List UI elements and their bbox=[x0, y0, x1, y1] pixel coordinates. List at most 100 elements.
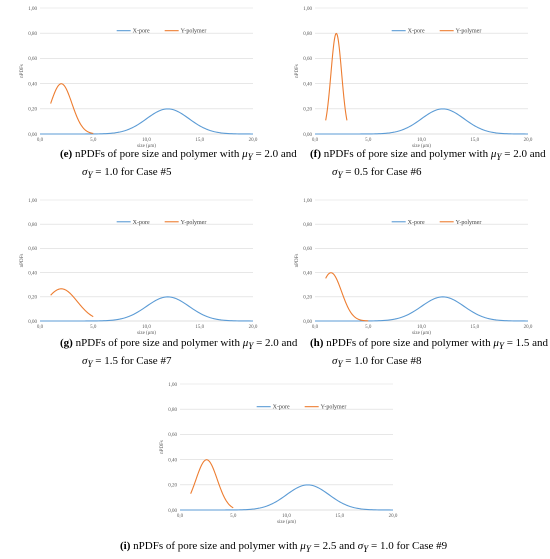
y-tick-label: 1,00 bbox=[28, 7, 37, 12]
series-line-x-pore bbox=[40, 296, 253, 322]
x-tick-label: 0,0 bbox=[312, 138, 319, 143]
sigma-value: = 1.0 for Case #8 bbox=[342, 355, 422, 368]
x-tick-label: 15,0 bbox=[470, 325, 479, 330]
caption-i: (i) nPDFs of pore size and polymer with … bbox=[120, 539, 447, 557]
legend-label: X-pore bbox=[273, 405, 290, 411]
y-tick-label: 0,20 bbox=[303, 108, 312, 113]
y-tick-label: 0,60 bbox=[303, 247, 312, 252]
legend-label: Y-polymer bbox=[321, 405, 347, 411]
caption-h: (h) nPDFs of pore size and polymer with … bbox=[310, 336, 548, 372]
legend-label: X-pore bbox=[408, 220, 425, 226]
series-line-x-pore bbox=[40, 108, 253, 135]
sigma-value: = 1.5 for Case #7 bbox=[92, 355, 172, 368]
caption-label: (g) bbox=[60, 337, 73, 349]
y-axis-label: nPDFs bbox=[295, 64, 300, 78]
mu-symbol: μ bbox=[490, 148, 497, 160]
x-axis-label: size (μm) bbox=[137, 331, 156, 336]
mu-value: = 2.0 and bbox=[252, 148, 297, 160]
sigma-value: = 1.0 for Case #5 bbox=[92, 166, 172, 179]
x-axis-label: size (μm) bbox=[277, 520, 296, 525]
mu-subscript: Y bbox=[496, 152, 502, 163]
series-line-y-polymer bbox=[190, 459, 234, 509]
sigma-symbol: σ bbox=[332, 355, 338, 368]
x-tick-label: 10,0 bbox=[142, 138, 151, 143]
series-line-y-polymer bbox=[325, 272, 369, 322]
chart-i: 0,00 0,20 0,40 0,60 0,80 1,00 0,0 5,0 10,0 15,0 20… bbox=[160, 383, 398, 525]
y-tick-label: 0,80 bbox=[28, 32, 37, 37]
y-tick-label: 0,20 bbox=[28, 108, 37, 113]
sigma-value: = 0.5 for Case #6 bbox=[342, 166, 422, 179]
y-tick-label: 0,20 bbox=[28, 296, 37, 301]
caption-f: (f) nPDFs of pore size and polymer with … bbox=[310, 147, 546, 183]
x-tick-label: 20,0 bbox=[249, 325, 258, 330]
caption-text: nPDFs of pore size and polymer with bbox=[321, 148, 491, 160]
mu-subscript: Y bbox=[498, 341, 504, 352]
mu-value: = 2.0 and bbox=[501, 148, 546, 160]
x-tick-label: 5,0 bbox=[90, 325, 97, 330]
legend-label: Y-polymer bbox=[456, 220, 482, 226]
mu-symbol: μ bbox=[300, 540, 306, 552]
series-line-y-polymer bbox=[50, 288, 94, 318]
y-axis-label: nPDFs bbox=[295, 254, 300, 268]
chart-panel-i: 0,00 0,20 0,40 0,60 0,80 1,00 0,0 5,0 10,0 15,0 20… bbox=[120, 376, 447, 559]
sigma-symbol: σ bbox=[82, 355, 88, 368]
mu-symbol: μ bbox=[493, 337, 499, 349]
x-tick-label: 5,0 bbox=[365, 138, 372, 143]
y-tick-label: 0,40 bbox=[303, 82, 312, 87]
sigma-subscript: Y bbox=[87, 359, 93, 370]
mu-symbol: μ bbox=[242, 148, 248, 160]
x-tick-label: 0,0 bbox=[37, 138, 44, 143]
caption-e: (e) nPDFs of pore size and polymer with … bbox=[60, 147, 297, 183]
chart-e: 0,00 0,20 0,40 0,60 0,80 1,00 0,0 5,0 10,0 15,0 20… bbox=[20, 7, 258, 149]
chart-panel-f: 0,00 0,20 0,40 0,60 0,80 1,00 0,0 5,0 10,0 15,0 20… bbox=[275, 0, 550, 185]
y-tick-label: 1,00 bbox=[303, 7, 312, 12]
legend-label: Y-polymer bbox=[181, 220, 207, 226]
caption-label: (f) bbox=[310, 148, 321, 160]
chart-panel-h: 0,00 0,20 0,40 0,60 0,80 1,00 0,0 5,0 10,0 15,0 20… bbox=[275, 192, 550, 377]
y-tick-label: 0,40 bbox=[303, 271, 312, 276]
x-tick-label: 0,0 bbox=[312, 325, 319, 330]
y-axis-label: nPDFs bbox=[160, 440, 165, 454]
y-tick-label: 0,20 bbox=[303, 296, 312, 301]
y-tick-label: 0,60 bbox=[303, 57, 312, 62]
sigma-symbol: σ bbox=[332, 166, 338, 179]
x-tick-label: 0,0 bbox=[37, 325, 44, 330]
chart-f: 0,00 0,20 0,40 0,60 0,80 1,00 0,0 5,0 10,0 15,0 20… bbox=[295, 7, 533, 149]
y-tick-label: 0,60 bbox=[168, 433, 177, 438]
y-tick-label: 0,80 bbox=[303, 223, 312, 228]
y-tick-label: 0,40 bbox=[168, 458, 177, 463]
x-tick-label: 5,0 bbox=[90, 138, 97, 143]
y-tick-label: 0,60 bbox=[28, 57, 37, 62]
y-tick-label: 0,80 bbox=[303, 32, 312, 37]
legend-label: X-pore bbox=[408, 29, 425, 35]
sigma-symbol: σ bbox=[82, 166, 88, 179]
mu-value: = 1.5 and bbox=[503, 337, 549, 349]
caption-label: (h) bbox=[310, 337, 324, 349]
y-axis-label: nPDFs bbox=[20, 64, 25, 78]
y-axis-label: nPDFs bbox=[20, 254, 25, 268]
x-tick-label: 20,0 bbox=[524, 138, 533, 143]
sigma-subscript: Y bbox=[87, 170, 93, 181]
y-tick-label: 0,00 bbox=[303, 133, 312, 138]
y-tick-label: 0,80 bbox=[168, 408, 177, 413]
caption-label: (e) bbox=[60, 148, 73, 160]
x-tick-label: 20,0 bbox=[249, 138, 258, 143]
caption-text: nPDFs of pore size and polymer with bbox=[323, 337, 494, 349]
y-tick-label: 0,00 bbox=[28, 133, 37, 138]
y-tick-label: 0,60 bbox=[28, 247, 37, 252]
mu-value: = 2.5 and bbox=[310, 540, 358, 552]
mu-subscript: Y bbox=[305, 544, 311, 555]
chart-panel-e: 0,00 0,20 0,40 0,60 0,80 1,00 0,0 5,0 10,0 15,0 20… bbox=[0, 0, 297, 185]
series-line-y-polymer bbox=[50, 83, 94, 134]
caption-text: nPDFs of pore size and polymer with bbox=[72, 337, 243, 349]
y-tick-label: 1,00 bbox=[28, 199, 37, 204]
chart-g: 0,00 0,20 0,40 0,60 0,80 1,00 0,0 5,0 10,0 15,0 20… bbox=[20, 199, 258, 336]
x-axis-label: size (μm) bbox=[412, 331, 431, 336]
y-tick-label: 0,00 bbox=[168, 509, 177, 514]
caption-label: (i) bbox=[120, 540, 131, 552]
y-tick-label: 1,00 bbox=[303, 199, 312, 204]
x-tick-label: 10,0 bbox=[417, 325, 426, 330]
x-axis-label: size (μm) bbox=[137, 144, 156, 149]
chart-h: 0,00 0,20 0,40 0,60 0,80 1,00 0,0 5,0 10,0 15,0 20… bbox=[295, 199, 533, 336]
mu-value: = 2.0 and bbox=[253, 337, 298, 349]
